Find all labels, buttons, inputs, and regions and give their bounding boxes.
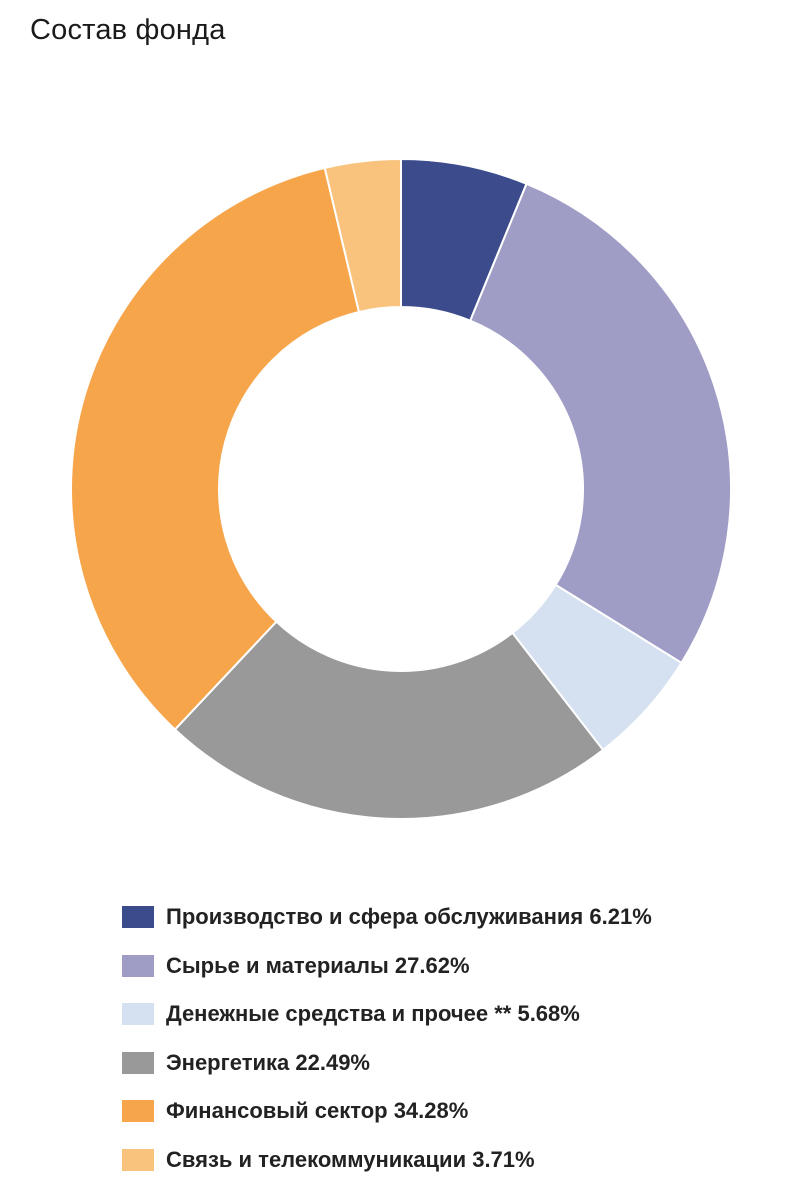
donut-slice-4[interactable] <box>173 620 605 820</box>
legend-item-2[interactable]: Сырье и материалы 27.62% <box>122 942 652 991</box>
legend-swatch <box>122 1051 154 1074</box>
donut-chart <box>70 157 732 820</box>
legend-swatch <box>122 1148 154 1171</box>
legend-item-6[interactable]: Связь и телекоммуникации 3.71% <box>122 1136 652 1185</box>
legend-swatch <box>122 954 154 977</box>
page-title: Состав фонда <box>30 14 226 46</box>
legend-swatch <box>122 1100 154 1123</box>
legend-item-3[interactable]: Денежные средства и прочее ** 5.68% <box>122 990 652 1039</box>
legend-item-5[interactable]: Финансовый сектор 34.28% <box>122 1087 652 1136</box>
legend-item-1[interactable]: Производство и сфера обслуживания 6.21% <box>122 893 652 942</box>
donut-slice-2[interactable] <box>468 182 732 665</box>
legend-label: Энергетика 22.49% <box>166 1049 370 1075</box>
donut-chart-svg <box>70 157 732 820</box>
legend-label: Производство и сфера обслуживания 6.21% <box>166 904 652 930</box>
legend-label: Финансовый сектор 34.28% <box>166 1098 469 1124</box>
legend-swatch <box>122 1003 154 1026</box>
donut-slice-6[interactable] <box>323 157 402 314</box>
legend-label: Связь и телекоммуникации 3.71% <box>166 1146 535 1172</box>
donut-slice-5[interactable] <box>70 166 361 731</box>
legend-label: Денежные средства и прочее ** 5.68% <box>166 1001 580 1027</box>
legend-label: Сырье и материалы 27.62% <box>166 952 470 978</box>
legend-item-4[interactable]: Энергетика 22.49% <box>122 1039 652 1088</box>
chart-legend: Производство и сфера обслуживания 6.21% С… <box>122 893 652 1184</box>
legend-swatch <box>122 906 154 929</box>
